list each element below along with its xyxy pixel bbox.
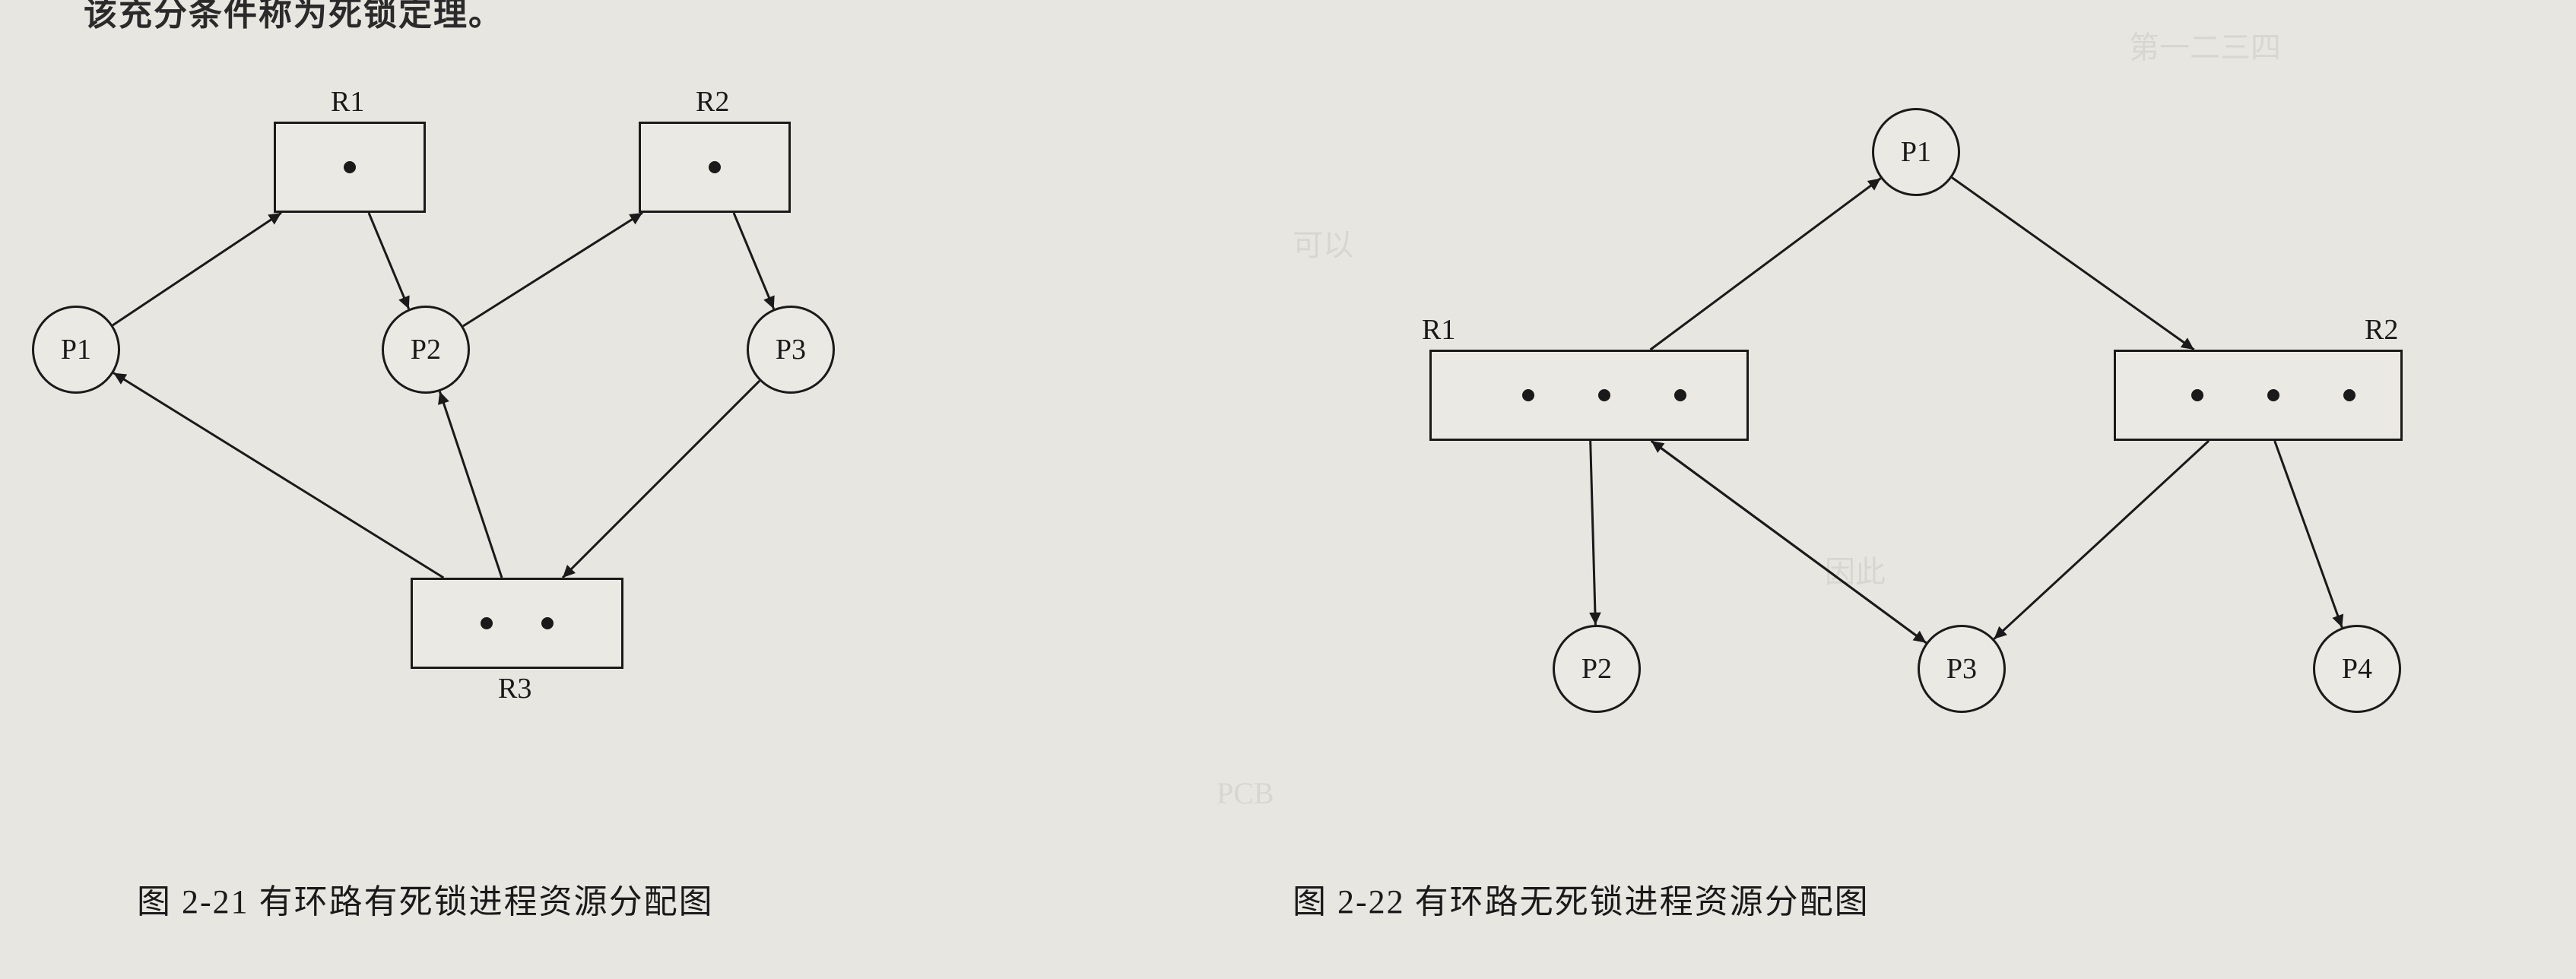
caption-right: 图 2-22 有环路无死锁进程资源分配图 [1293,874,1870,923]
resource-label-r2: R2 [2365,313,2398,347]
resource-node-r2 [2114,350,2403,441]
resource-instance-dot [2343,389,2356,401]
process-node-p3: P3 [1918,625,2006,713]
caption-text: 有环路无死锁进程资源分配图 [1415,883,1870,920]
diagram-right: P1 P2 P3 P4 R1 R2 [0,0,2576,979]
resource-instance-dot [1522,389,1534,401]
process-node-p2: P2 [1553,625,1641,713]
resource-node-r1 [1429,350,1749,441]
process-node-p4: P4 [2313,625,2401,713]
page-container: 该充分条件称为死锁定理。 第一二三四 可以 因此 PCB P1P2P3R1R2R… [0,0,2576,979]
resource-instance-dot [1598,389,1610,401]
resource-label-r1: R1 [1422,313,1455,347]
process-node-p1: P1 [1872,108,1960,196]
resource-instance-dot [1674,389,1686,401]
resource-instance-dot [2267,389,2279,401]
caption-number: 图 2-22 [1293,883,1415,920]
resource-instance-dot [2191,389,2203,401]
